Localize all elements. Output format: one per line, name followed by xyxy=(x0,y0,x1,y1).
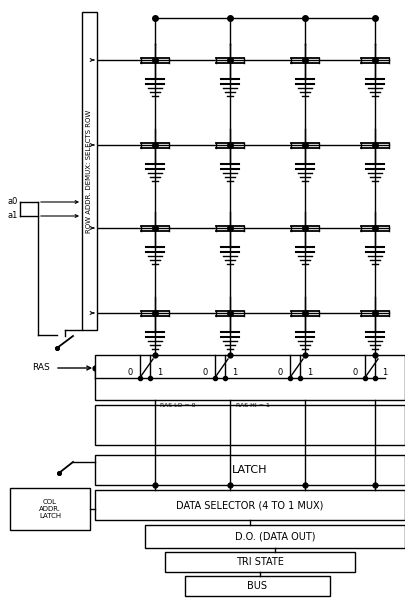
Text: RAS: RAS xyxy=(32,364,50,373)
Bar xyxy=(185,576,329,596)
Text: 1: 1 xyxy=(307,368,312,377)
Text: TRI STATE: TRI STATE xyxy=(235,557,283,567)
Bar xyxy=(95,355,404,400)
Text: 1: 1 xyxy=(382,368,387,377)
Bar xyxy=(95,490,404,520)
Bar xyxy=(10,488,90,530)
Text: RAS LO = 0: RAS LO = 0 xyxy=(160,403,195,408)
Bar xyxy=(95,455,404,485)
Text: 0: 0 xyxy=(352,368,357,377)
Text: a1: a1 xyxy=(8,211,18,220)
Bar xyxy=(82,12,97,330)
Text: RAS HI = 1: RAS HI = 1 xyxy=(235,403,269,408)
Text: D.O. (DATA OUT): D.O. (DATA OUT) xyxy=(234,531,314,541)
Bar xyxy=(95,405,404,445)
Bar xyxy=(145,525,404,548)
Text: LATCH: LATCH xyxy=(232,465,267,475)
Text: 0: 0 xyxy=(127,368,132,377)
Text: 0: 0 xyxy=(277,368,282,377)
Text: 1: 1 xyxy=(232,368,237,377)
Text: 0: 0 xyxy=(202,368,207,377)
Text: a0: a0 xyxy=(8,198,18,207)
Text: ROW ADDR. DEMUX: SELECTS ROW: ROW ADDR. DEMUX: SELECTS ROW xyxy=(86,110,92,232)
Text: BUS: BUS xyxy=(247,581,267,591)
Text: DATA SELECTOR (4 TO 1 MUX): DATA SELECTOR (4 TO 1 MUX) xyxy=(176,500,323,510)
Text: COL
ADDR.
LATCH: COL ADDR. LATCH xyxy=(39,498,61,519)
Bar xyxy=(164,552,354,572)
Text: 1: 1 xyxy=(157,368,162,377)
